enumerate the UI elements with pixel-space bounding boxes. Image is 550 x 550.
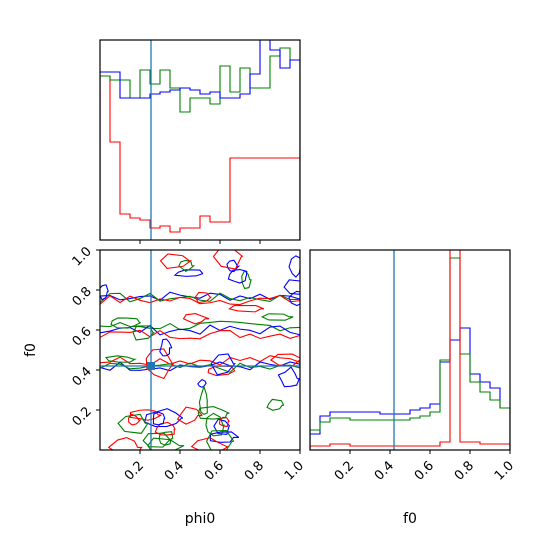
contour-red [228, 305, 265, 313]
hist-f0-green [310, 257, 510, 450]
contour-blue [100, 361, 300, 372]
panel-frame-2d [99, 249, 301, 451]
tick-label-phi0: 1.0 [282, 458, 307, 483]
panel-frame-f0 [309, 249, 511, 451]
contour-green [110, 317, 141, 329]
contour-blue [210, 353, 236, 376]
contour-red [212, 250, 243, 270]
tick-label-f0-y: 1.0 [70, 244, 95, 269]
contour-red [127, 413, 142, 426]
contour-blue [197, 378, 207, 388]
contour-red [182, 313, 210, 325]
tick-label-f0-y: 0.6 [70, 324, 95, 349]
contour-red [100, 294, 300, 306]
contour-red [159, 253, 193, 269]
contour-red [154, 421, 176, 436]
tick-label-f0: 1.0 [492, 458, 517, 483]
contour-blue [159, 338, 173, 357]
contour-blue [100, 284, 109, 301]
contour-blue [213, 418, 231, 435]
tick-label-f0: 0.6 [412, 458, 437, 483]
panel-frame-phi0 [99, 39, 301, 241]
hist-f0-red [310, 250, 510, 450]
contour-blue [277, 366, 300, 388]
contour-red [194, 291, 213, 304]
contour-green [142, 432, 172, 448]
contour-green [205, 412, 225, 437]
hist-phi0-red [100, 75, 300, 240]
tick-label-phi0: 0.2 [122, 458, 147, 483]
tick-label-f0-y: 0.8 [70, 284, 95, 309]
contour-green [147, 437, 185, 450]
contour-green [205, 429, 235, 450]
contour-blue [288, 255, 300, 278]
contour-red [190, 437, 230, 450]
contour-blue [227, 268, 248, 284]
contour-green [178, 259, 196, 272]
contour-blue [283, 279, 300, 295]
hist-phi0-blue [100, 40, 300, 240]
hist-f0-blue [310, 327, 510, 450]
contour-red [218, 416, 230, 428]
axis-label-phi0: phi0 [185, 511, 216, 527]
tick-label-f0: 0.4 [372, 458, 397, 483]
tick-label-phi0: 0.8 [242, 458, 267, 483]
tick-label-f0: 0.2 [332, 458, 357, 483]
axis-label-f0-y: f0 [23, 343, 39, 357]
contour-green [260, 313, 294, 321]
contour-red [100, 355, 300, 366]
tick-label-phi0: 0.4 [162, 458, 187, 483]
truth-point [147, 362, 155, 370]
contour-red [176, 406, 203, 425]
contour-blue [173, 269, 204, 277]
contour-red [107, 437, 143, 450]
tick-label-f0: 0.8 [452, 458, 477, 483]
contour-green [132, 325, 155, 341]
hist-phi0-green [100, 47, 300, 240]
contour-green [100, 292, 300, 303]
contour-blue [152, 411, 166, 426]
contour-green [104, 355, 137, 363]
tick-label-f0-y: 0.4 [70, 364, 95, 389]
contour-green [266, 398, 285, 411]
contour-red [145, 348, 175, 380]
contour-red [269, 353, 300, 367]
tick-label-phi0: 0.6 [202, 458, 227, 483]
contour-blue [100, 324, 300, 336]
tick-label-f0-y: 0.2 [70, 404, 95, 429]
contour-green [117, 413, 149, 434]
axis-label-f0: f0 [403, 511, 417, 527]
contour-green [198, 384, 209, 416]
